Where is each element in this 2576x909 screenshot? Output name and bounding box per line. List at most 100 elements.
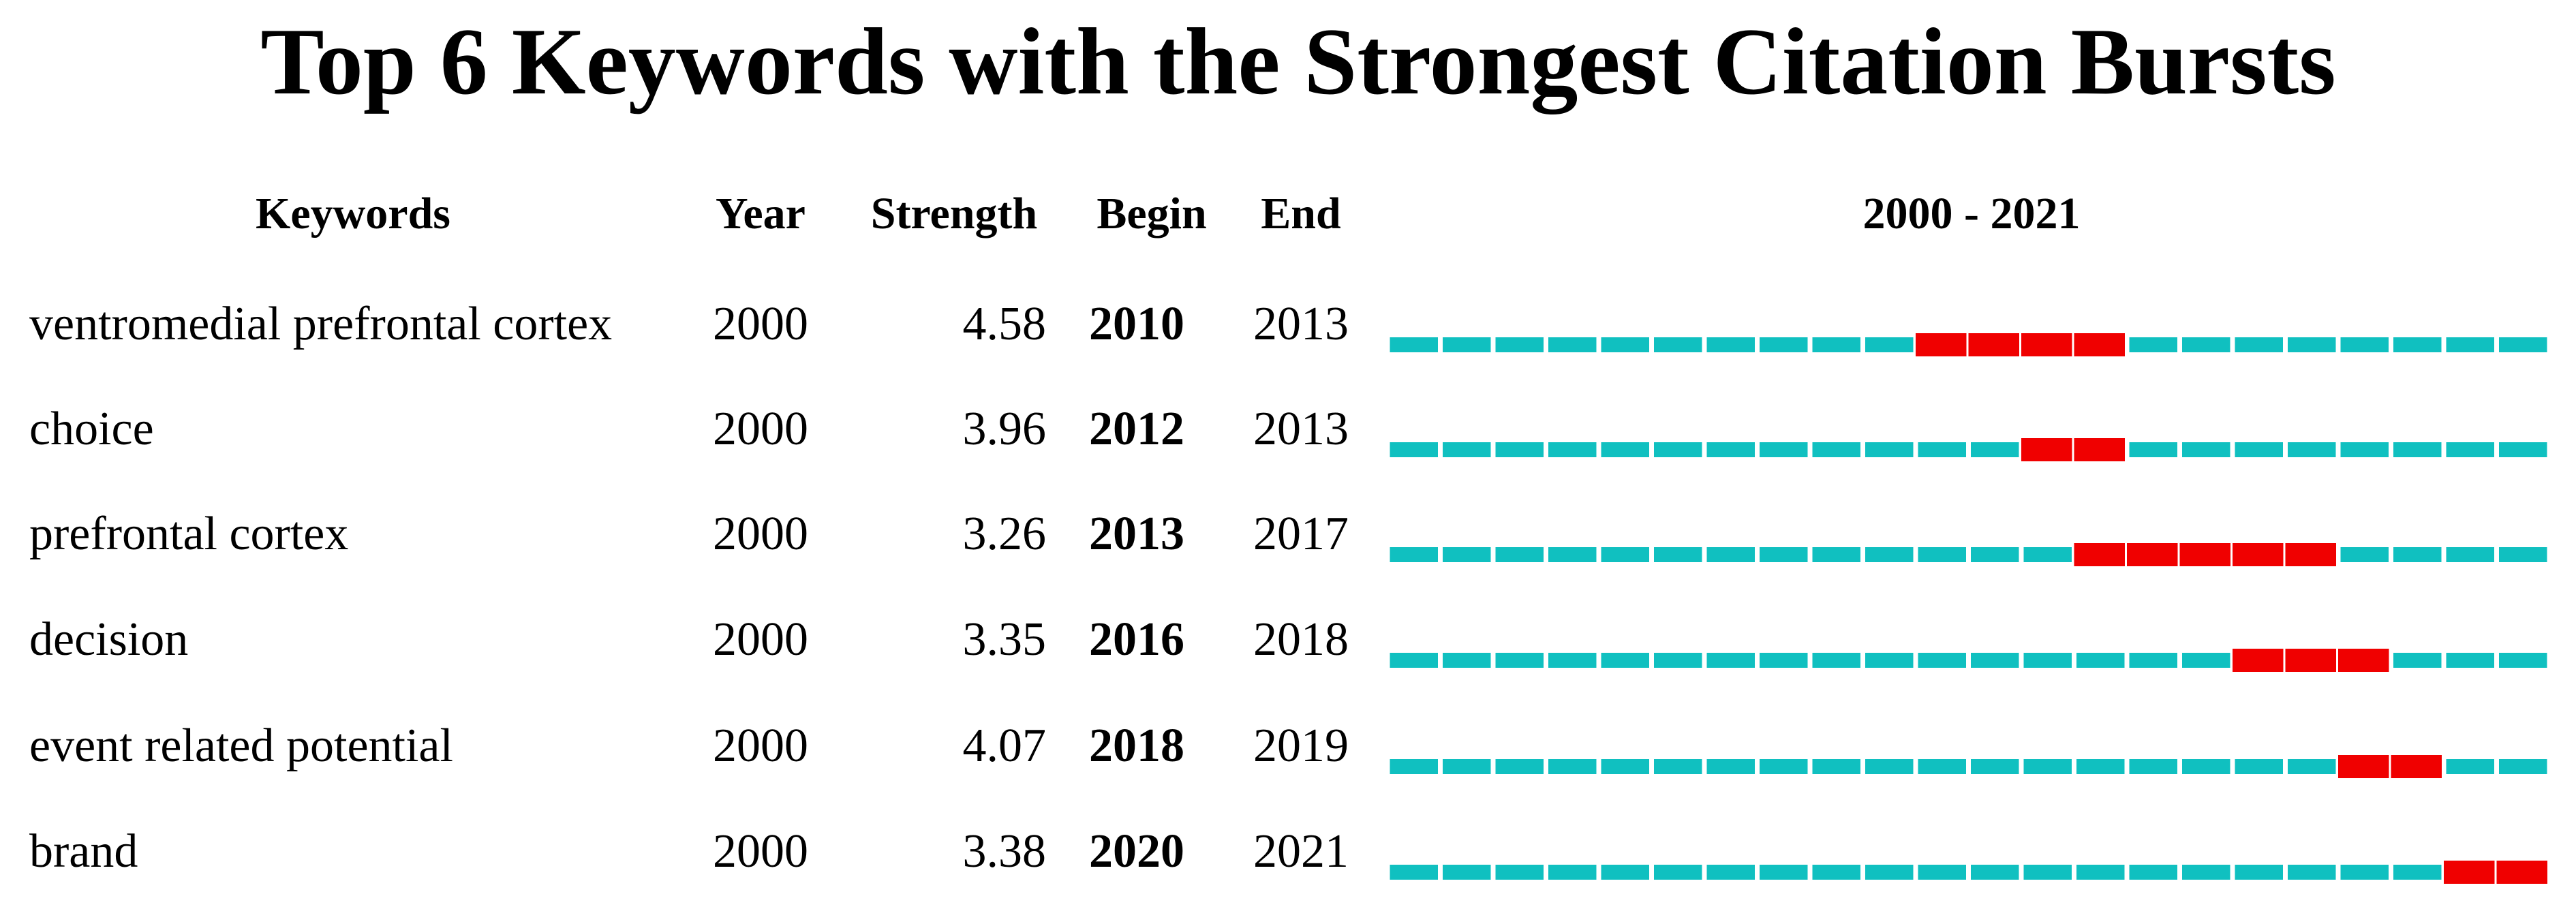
timeline-segment: [2129, 759, 2177, 774]
timeline-segment: [1706, 759, 1755, 774]
timeline-segment: [2129, 865, 2177, 880]
timeline-segment: [2129, 442, 2177, 457]
year: 2000: [713, 825, 808, 878]
timeline-segment: [1390, 547, 1438, 562]
timeline-segment: [2235, 865, 2283, 880]
timeline-segment: [1654, 337, 1702, 352]
timeline-segment: [2499, 442, 2547, 457]
timeline-segment: [1548, 865, 1597, 880]
year: 2000: [713, 298, 808, 350]
timeline-segment: [1443, 759, 1491, 774]
timeline-segment: [1918, 547, 1966, 562]
timeline-segment: [2023, 865, 2072, 880]
timeline-segment: [1601, 759, 1649, 774]
timeline-segment: [2235, 759, 2283, 774]
timeline-segment: [1495, 337, 1544, 352]
timeline-segment: [2076, 759, 2125, 774]
begin: 2012: [1089, 403, 1184, 455]
header-strength: Strength: [871, 189, 1037, 238]
timeline-segment: [1971, 865, 2019, 880]
timeline-segment: [1706, 547, 1755, 562]
timeline-segment: [1865, 653, 1914, 668]
timeline-segment: [2182, 865, 2230, 880]
year: 2000: [713, 508, 808, 560]
burst-segment: [2285, 649, 2336, 672]
keyword: decision: [29, 613, 188, 666]
timeline-segment: [1601, 653, 1649, 668]
timeline-segment: [2235, 337, 2283, 352]
burst-segment: [2338, 755, 2389, 778]
timeline-segment: [2499, 337, 2547, 352]
timeline-segment: [2182, 442, 2230, 457]
timeline-segment: [1812, 547, 1860, 562]
keyword: event related potential: [29, 720, 453, 772]
timeline-segment: [1390, 759, 1438, 774]
timeline-segment: [1654, 865, 1702, 880]
strength: 3.35: [963, 613, 1047, 666]
timeline-segment: [2340, 337, 2389, 352]
timeline-segment: [2182, 653, 2230, 668]
strength: 3.26: [963, 508, 1047, 560]
burst-segment: [2338, 649, 2389, 672]
timeline-segment: [1918, 759, 1966, 774]
timeline-segment: [2393, 337, 2442, 352]
timeline-segment: [1706, 442, 1755, 457]
burst-segment: [2233, 649, 2284, 672]
end: 2019: [1253, 720, 1349, 772]
timeline-segment: [1654, 653, 1702, 668]
timeline-segment: [1812, 865, 1860, 880]
timeline-segment: [1865, 442, 1914, 457]
burst-segment: [2074, 438, 2125, 461]
timeline-segment: [1812, 759, 1860, 774]
timeline-segment: [1601, 547, 1649, 562]
timeline-segment: [1443, 547, 1491, 562]
timeline-segment: [1443, 653, 1491, 668]
timeline-segment: [1548, 759, 1597, 774]
timeline-segment: [1918, 865, 1966, 880]
end: 2018: [1253, 613, 1349, 666]
timeline-segment: [1760, 442, 1808, 457]
timeline-segment: [2340, 547, 2389, 562]
header-end: End: [1261, 189, 1340, 238]
burst-segment: [2021, 438, 2072, 461]
burst-segment: [2444, 861, 2495, 884]
timeline-segment: [2023, 759, 2072, 774]
year: 2000: [713, 720, 808, 772]
timeline-segment: [1760, 653, 1808, 668]
end: 2013: [1253, 298, 1349, 350]
timeline-segment: [1495, 547, 1544, 562]
burst-segment: [2233, 543, 2284, 566]
begin: 2016: [1089, 613, 1184, 666]
burst-segment: [2391, 755, 2442, 778]
timeline-segment: [2182, 337, 2230, 352]
timeline-segment: [1601, 442, 1649, 457]
timeline-segment: [1760, 865, 1808, 880]
strength: 4.07: [963, 720, 1047, 772]
timeline-segment: [1495, 442, 1544, 457]
keyword: prefrontal cortex: [29, 508, 348, 560]
timeline-segment: [1706, 653, 1755, 668]
timeline-segment: [1971, 442, 2019, 457]
timeline-segment: [2076, 865, 2125, 880]
timeline-segment: [2446, 547, 2494, 562]
timeline-segment: [1654, 547, 1702, 562]
timeline-segment: [1706, 337, 1755, 352]
end: 2017: [1253, 508, 1349, 560]
timeline-segment: [2340, 442, 2389, 457]
timeline-segment: [2446, 442, 2494, 457]
timeline-segment: [1706, 865, 1755, 880]
timeline-segment: [2129, 337, 2177, 352]
strength: 3.38: [963, 825, 1047, 878]
timeline-segment: [2446, 337, 2494, 352]
timeline-segment: [1971, 547, 2019, 562]
timeline-segment: [1495, 759, 1544, 774]
timeline-segment: [2446, 759, 2494, 774]
timeline-segment: [1812, 653, 1860, 668]
timeline-segment: [1760, 547, 1808, 562]
timeline-segment: [1548, 653, 1597, 668]
timeline-segment: [1601, 865, 1649, 880]
timeline-segment: [1865, 547, 1914, 562]
timeline-segment: [1495, 865, 1544, 880]
burst-segment: [2179, 543, 2230, 566]
